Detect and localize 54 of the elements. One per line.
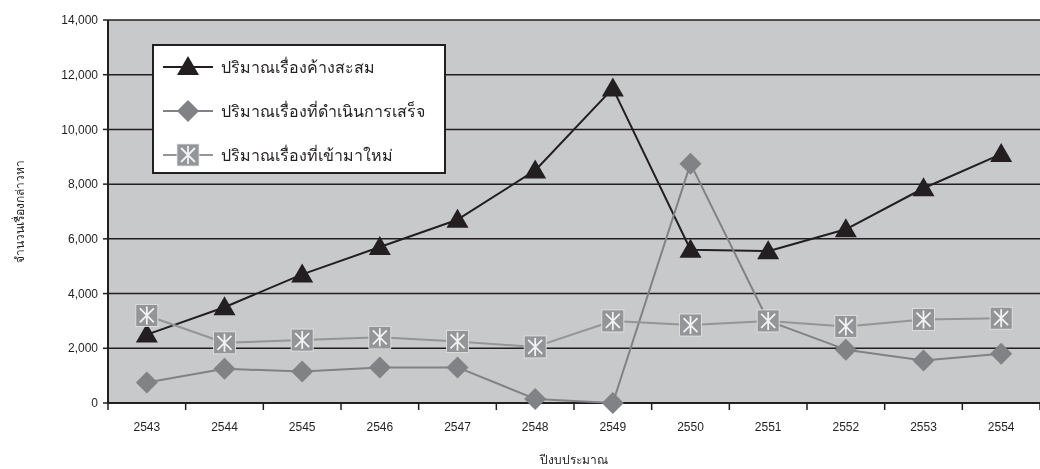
point <box>135 371 158 394</box>
x-tick-label: 2550 <box>677 420 705 434</box>
point <box>912 349 935 372</box>
y-tick-label: 10,000 <box>61 122 99 137</box>
point <box>446 356 469 379</box>
point <box>989 306 1013 330</box>
y-tick-label: 0 <box>91 396 99 411</box>
point <box>368 236 391 256</box>
point <box>990 143 1013 163</box>
legend-label: ปริมาณเรื่องที่ดำเนินการเสร็จ <box>221 99 425 120</box>
point <box>679 152 702 175</box>
legend-label: ปริมาณเรื่องที่เข้ามาใหม่ <box>221 143 393 164</box>
y-axis-title: จำนวนเรื่องกล่าวหา <box>11 160 27 263</box>
point <box>524 159 547 179</box>
legend-label: ปริมาณเรื่องค้างสะสม <box>221 55 375 76</box>
y-tick-label: 12,000 <box>61 67 99 82</box>
point <box>290 328 314 352</box>
point <box>135 304 159 327</box>
x-tick-label: 2553 <box>910 420 938 434</box>
point <box>601 309 625 333</box>
point <box>524 387 547 410</box>
y-tick-label: 8,000 <box>67 177 99 192</box>
point <box>834 338 857 361</box>
y-tick-label: 14,000 <box>61 13 99 28</box>
point <box>213 296 236 316</box>
point <box>990 342 1013 365</box>
x-tick-label: 2543 <box>133 420 161 434</box>
point <box>291 360 314 383</box>
x-tick-label: 2544 <box>211 420 239 434</box>
x-tick-label: 2552 <box>832 420 860 434</box>
x-tick-label: 2545 <box>288 420 316 434</box>
x-tick-label: 2547 <box>444 420 472 434</box>
point <box>601 77 624 97</box>
point <box>368 356 391 379</box>
y-tick-label: 2,000 <box>67 341 99 356</box>
point <box>523 335 547 359</box>
x-tick-label: 2548 <box>521 420 549 434</box>
point <box>601 392 624 414</box>
point <box>679 238 702 258</box>
point <box>912 177 935 197</box>
y-tick-label: 4,000 <box>67 286 99 301</box>
x-axis-title: ปีงบประมาณ <box>539 453 608 467</box>
x-tick-label: 2551 <box>754 420 782 434</box>
point <box>757 240 780 260</box>
point <box>291 263 314 283</box>
point <box>368 325 392 349</box>
point <box>834 315 858 338</box>
x-tick-label: 2554 <box>987 420 1015 434</box>
point <box>213 357 236 380</box>
y-tick-label: 6,000 <box>67 232 99 247</box>
point <box>446 208 469 228</box>
x-tick-label: 2549 <box>599 420 627 434</box>
point <box>834 218 857 238</box>
x-tick-label: 2546 <box>366 420 394 434</box>
